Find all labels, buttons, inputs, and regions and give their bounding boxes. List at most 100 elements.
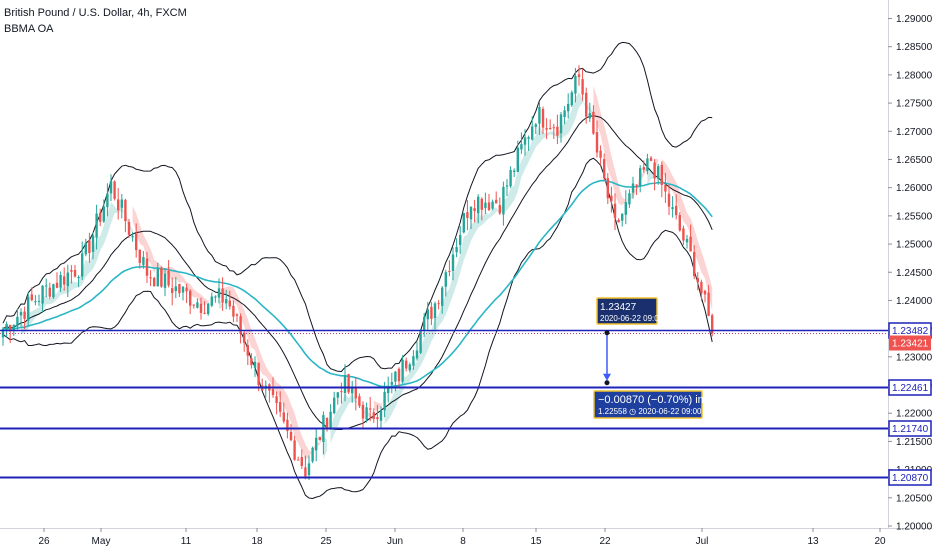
- price-tick-label: 1.26500: [896, 155, 932, 166]
- measure-change-text: −0.00870 (−0.70%) in: [598, 394, 704, 406]
- candle-body: [549, 127, 552, 129]
- candle-down: [664, 172, 667, 203]
- candle-down: [286, 412, 289, 439]
- ma-low-band: [103, 214, 108, 245]
- candle-body: [156, 268, 159, 287]
- candle-body: [192, 304, 195, 306]
- candle-body: [459, 235, 462, 245]
- ma-low-band: [528, 140, 533, 162]
- candle-up: [502, 181, 505, 226]
- candle-up: [91, 232, 95, 260]
- candle-body: [649, 157, 653, 161]
- candle-up: [444, 269, 447, 297]
- candle-body: [336, 392, 339, 398]
- candle-body: [667, 193, 671, 207]
- ma-low-band: [521, 153, 525, 178]
- chart-title[interactable]: British Pound / U.S. Dollar, 4h, FXCM: [4, 7, 187, 19]
- candle-down: [48, 282, 51, 300]
- candle-body: [498, 205, 501, 214]
- ma-high-band: [201, 294, 205, 306]
- candle-body: [419, 331, 422, 353]
- label-text: 1.23421: [892, 339, 929, 350]
- ma-high-band: [262, 357, 266, 376]
- ma-high-band: [237, 294, 241, 318]
- level-price-label: 1.20870: [888, 469, 932, 486]
- candle-body: [131, 236, 134, 238]
- candle-body: [307, 463, 311, 476]
- candle-up: [631, 176, 635, 199]
- time-tick-label: 25: [320, 536, 332, 547]
- candle-body: [243, 332, 246, 343]
- candle-down: [678, 212, 681, 232]
- candle-body: [279, 402, 282, 412]
- candle-body: [646, 158, 649, 172]
- candle-up: [531, 116, 534, 141]
- candle-down: [113, 180, 116, 201]
- ma-high-band: [147, 241, 151, 264]
- ma-low-band: [456, 253, 461, 285]
- candle-body: [102, 206, 105, 222]
- ma-high-band: [283, 389, 288, 414]
- ma-low-band: [550, 131, 554, 136]
- candle-body: [37, 300, 41, 302]
- candle-down: [189, 289, 192, 315]
- candle-body: [480, 198, 483, 210]
- ma-low-band: [417, 348, 421, 372]
- measure-start-point: [604, 330, 610, 336]
- candle-body: [214, 296, 217, 298]
- candle-down: [581, 68, 584, 101]
- ma-low-band: [96, 236, 101, 262]
- candle-up: [559, 112, 563, 143]
- candle-body: [527, 137, 530, 139]
- candle-body: [397, 368, 401, 382]
- candle-body: [167, 270, 170, 286]
- candle-down: [160, 266, 163, 288]
- candle-body: [297, 459, 300, 461]
- candle-body: [91, 235, 95, 252]
- candle-body: [603, 159, 606, 179]
- candle-down: [340, 382, 343, 404]
- candle-up: [142, 251, 145, 269]
- candle-down: [268, 383, 271, 403]
- candle-body: [664, 185, 667, 192]
- candle-body: [415, 350, 419, 359]
- candle-body: [149, 277, 152, 279]
- candle-body: [289, 431, 293, 441]
- ma-high-band: [280, 384, 284, 406]
- candle-body: [210, 296, 213, 306]
- indicator-name[interactable]: BBMA OA: [4, 23, 54, 35]
- candle-down: [361, 401, 365, 429]
- candle-body: [685, 238, 689, 243]
- ma-low-band: [420, 337, 425, 366]
- label-text: 1.23482: [892, 326, 929, 337]
- candle-body: [228, 300, 231, 307]
- ma-high-band: [690, 218, 695, 253]
- ma-high-band: [273, 376, 277, 393]
- candle-down: [682, 225, 685, 245]
- candle-body: [534, 124, 537, 127]
- price-tick-label: 1.25000: [896, 240, 932, 251]
- candle-up: [423, 312, 426, 337]
- ma-high-band: [697, 240, 702, 273]
- candle-up: [621, 213, 624, 227]
- candle-down: [275, 391, 278, 415]
- candle-down: [127, 218, 131, 238]
- candle-body: [372, 412, 375, 419]
- ma-low-band: [582, 98, 587, 111]
- price-axis: 1.29000 1.28500 1.28000 1.27500 1.27000 1.265…: [888, 14, 932, 533]
- candle-down: [192, 304, 195, 309]
- candle-up: [217, 278, 221, 304]
- price-tick-label: 1.27500: [896, 99, 932, 110]
- ma-high-band: [143, 234, 147, 259]
- measure-box: [593, 390, 703, 419]
- candle-down: [235, 313, 239, 322]
- candle-down: [232, 300, 235, 323]
- candle-body: [369, 408, 372, 410]
- candle-body: [682, 228, 685, 241]
- candle-body: [660, 164, 663, 185]
- entry-label-price: 1.23427: [600, 302, 637, 313]
- current-price-label: 1.23421: [889, 335, 931, 351]
- price-tick-label: 1.24500: [896, 268, 932, 279]
- candle-up: [390, 372, 393, 394]
- ma-low-band: [564, 118, 569, 136]
